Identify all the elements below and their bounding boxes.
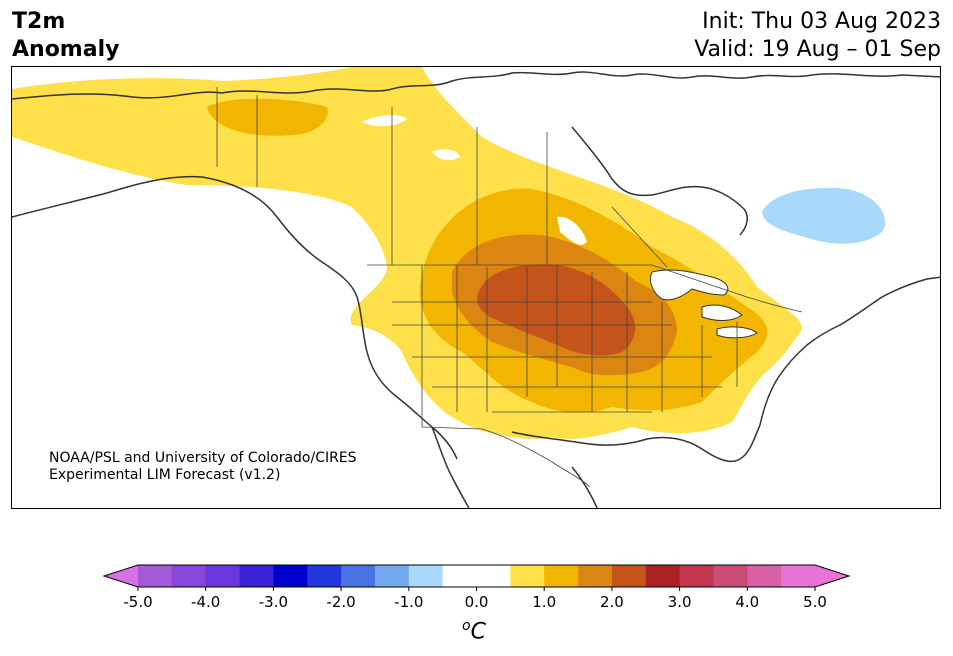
anomaly-fill-cold: [762, 187, 886, 244]
coastlines: [12, 71, 940, 508]
colorbar-bin: [747, 565, 782, 587]
colorbar-scale: -5.0 -4.0 -3.0 -2.0 -1.0 0.0 1.0 2.0 3.0 4.0 5.0: [102, 564, 851, 611]
colorbar-bin: [476, 565, 511, 587]
political-borders: [216, 87, 803, 488]
pacific-coast: [12, 175, 458, 460]
title-variable: T2m: [12, 9, 66, 34]
colorbar-under-triangle: [104, 565, 138, 587]
colorbar-tick-label: -1.0: [394, 593, 423, 611]
map-panel: [11, 66, 941, 509]
colorbar-bin: [239, 565, 274, 587]
init-date: Init: Thu 03 Aug 2023: [702, 9, 941, 34]
colorbar-bin: [679, 565, 714, 587]
colorbar-tick-label: 1.0: [532, 593, 556, 611]
attribution-line1: NOAA/PSL and University of Colorado/CIRE…: [49, 450, 357, 466]
colorbar-bin: [611, 565, 647, 587]
forecast-dates: Init: Thu 03 Aug 2023 Valid: 19 Aug – 01…: [694, 8, 941, 64]
attribution-line2: Experimental LIM Forecast (v1.2): [49, 467, 281, 483]
great-lakes: [649, 269, 758, 339]
map-title: T2m Anomaly: [12, 8, 119, 64]
hudson-bay: [571, 126, 748, 236]
colorbar-bin: [205, 565, 241, 587]
canada-provinces: [256, 95, 668, 268]
baja: [431, 426, 470, 508]
us-states-v1: [421, 265, 738, 427]
colorbar-bin: [713, 565, 748, 587]
colorbar-bin: [341, 565, 376, 587]
anomaly-fill-1.0-1.5: [207, 98, 328, 136]
unit-text: C: [470, 619, 486, 645]
anomaly-fill-2.0-2.5: [477, 264, 636, 356]
colorbar-bin: [408, 565, 444, 587]
colorbar-tick-label: -2.0: [326, 593, 355, 611]
colorbar-bin: [781, 565, 816, 587]
colorbar-tick-label: 4.0: [735, 593, 759, 611]
arctic-coast: [12, 71, 940, 100]
lake-white-1: [362, 115, 587, 245]
valid-period: Valid: 19 Aug – 01 Sep: [694, 37, 941, 62]
colorbar-tick-label: 5.0: [803, 593, 827, 611]
colorbar-bin: [273, 565, 308, 587]
colorbar-bin: [307, 565, 342, 587]
colorbar-tick-label: -4.0: [191, 593, 220, 611]
gulf-coast: [511, 424, 761, 463]
degree-symbol: o: [462, 618, 471, 634]
atlantic-coast: [759, 276, 940, 426]
anomaly-fills: [12, 67, 886, 439]
colorbar-bin: [442, 565, 477, 587]
colorbar-bin: [374, 565, 410, 587]
anomaly-map: [12, 67, 940, 508]
colorbar-bin: [544, 565, 579, 587]
title-anomaly: Anomaly: [12, 37, 120, 62]
colorbar-tick-label: 3.0: [668, 593, 692, 611]
colorbar-tick-label: 2.0: [600, 593, 624, 611]
colorbar-bin: [138, 565, 173, 587]
mexico-east-coast: [571, 466, 598, 508]
attribution-text: NOAA/PSL and University of Colorado/CIRE…: [49, 450, 357, 484]
colorbar-bin: [645, 565, 681, 587]
us-canada-border: [367, 264, 803, 313]
us-states-h1: [392, 301, 722, 413]
colorbar: -5.0 -4.0 -3.0 -2.0 -1.0 0.0 1.0 2.0 3.0 4.0 5.0: [0, 560, 953, 656]
colorbar-tick-label: 0.0: [465, 593, 489, 611]
colorbar-bin: [171, 565, 207, 587]
colorbar-tick-label: -5.0: [123, 593, 152, 611]
colorbar-tick-label: -3.0: [259, 593, 288, 611]
colorbar-over-triangle: [815, 565, 849, 587]
us-mexico-border: [421, 426, 591, 488]
colorbar-unit-label: oC: [462, 618, 486, 644]
colorbar-bin: [578, 565, 613, 587]
colorbar-bin: [510, 565, 545, 587]
